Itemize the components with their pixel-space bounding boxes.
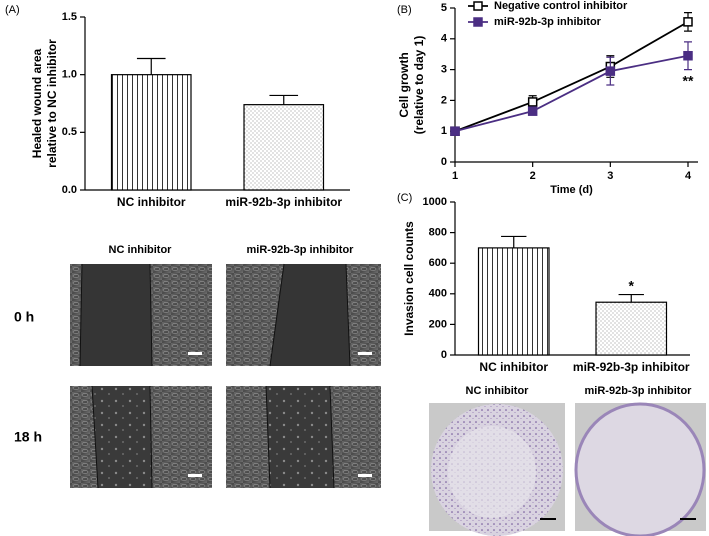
x-tick-label: 3 <box>607 170 613 182</box>
point <box>527 97 538 107</box>
y-axis-label: relative to NC inhibitor <box>45 39 59 168</box>
bar <box>595 301 668 356</box>
legend-marker <box>473 1 483 11</box>
column-label: NC inhibitor <box>109 244 173 256</box>
wound-gap <box>92 386 152 488</box>
panel-label: (C) <box>397 192 412 204</box>
y-axis-label: Healed wound area <box>30 48 44 158</box>
y-tick-label: 5 <box>441 2 447 14</box>
wound-images: NC inhibitor miR-92b-3p inhibitor 0 h 18… <box>14 244 381 489</box>
panel-label: (B) <box>397 4 412 16</box>
bar <box>110 74 192 191</box>
series-line <box>454 54 689 133</box>
panel-label: (A) <box>5 4 20 16</box>
y-axis-label: Invasion cell counts <box>402 221 416 336</box>
bar <box>243 104 325 191</box>
x-tick-label: 1 <box>452 170 458 182</box>
y-axis-label: Cell growth <box>397 52 411 117</box>
wound-gap <box>266 386 334 488</box>
x-tick-label: miR-92b-3p inhibitor <box>225 195 342 209</box>
y-tick-label: 1.5 <box>62 11 77 23</box>
y-tick-label: 0.0 <box>62 184 77 196</box>
error-bar <box>269 94 299 105</box>
y-tick-label: 1.0 <box>62 69 77 81</box>
error-bar <box>136 57 166 75</box>
legend-label: miR-92b-3p inhibitor <box>494 16 602 28</box>
y-tick-label: 2 <box>441 94 447 106</box>
y-tick-label: 1 <box>441 125 447 137</box>
y-tick-label: 800 <box>429 227 447 239</box>
annotation: ** <box>683 72 694 88</box>
y-tick-label: 0 <box>441 349 447 361</box>
wound-gap <box>80 264 152 366</box>
row-label: 18 h <box>14 429 42 445</box>
row-label: 0 h <box>14 309 34 325</box>
invasion-images: NC inhibitor miR-92b-3p inhibitor <box>429 385 706 536</box>
x-axis-label: Time (d) <box>550 184 593 196</box>
error-bar <box>501 235 527 248</box>
legend-label: Negative control inhibitor <box>494 0 628 12</box>
y-tick-label: 600 <box>429 257 447 269</box>
y-tick-label: 4 <box>441 33 448 45</box>
y-axis-label: (relative to day 1) <box>412 36 426 135</box>
y-tick-label: 400 <box>429 288 447 300</box>
column-label: NC inhibitor <box>466 385 530 397</box>
column-label: miR-92b-3p inhibitor <box>585 385 693 397</box>
y-tick-label: 1000 <box>423 196 447 208</box>
point <box>605 66 616 76</box>
bar <box>477 247 550 356</box>
column-label: miR-92b-3p inhibitor <box>247 244 355 256</box>
annotation: * <box>629 277 635 293</box>
y-tick-label: 0.5 <box>62 126 77 138</box>
point <box>450 126 460 136</box>
error-bar <box>618 293 644 303</box>
point <box>683 17 693 27</box>
point <box>683 50 693 61</box>
series-line <box>454 21 689 133</box>
x-tick-label: NC inhibitor <box>117 195 186 209</box>
point <box>527 106 538 116</box>
legend-marker <box>473 17 483 27</box>
x-tick-label: NC inhibitor <box>479 360 548 374</box>
y-tick-label: 0 <box>441 156 447 168</box>
x-tick-label: 2 <box>530 170 536 182</box>
y-tick-label: 200 <box>429 318 447 330</box>
x-tick-label: 4 <box>685 170 692 182</box>
x-tick-label: miR-92b-3p inhibitor <box>573 360 690 374</box>
y-tick-label: 3 <box>441 64 447 76</box>
wound-gap <box>270 264 350 366</box>
